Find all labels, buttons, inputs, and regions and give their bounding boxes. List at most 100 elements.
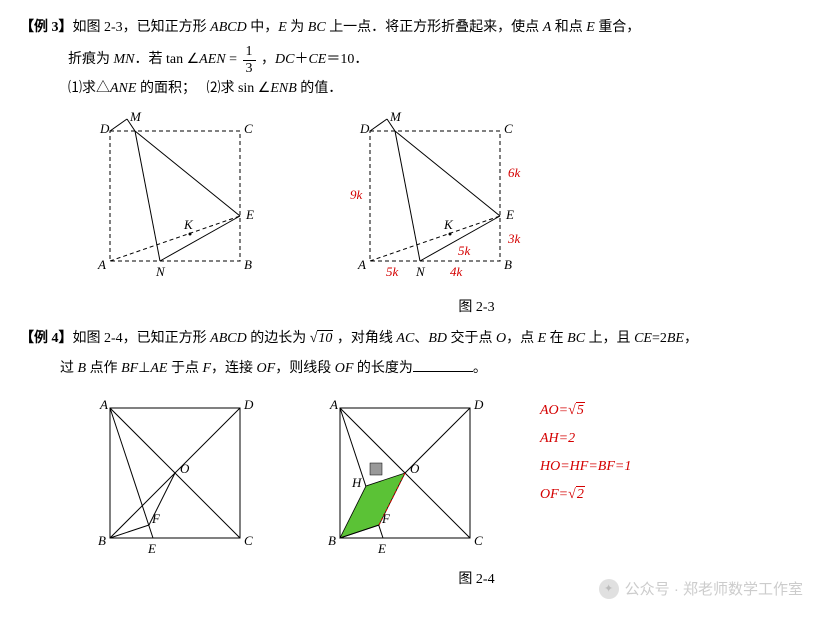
lbl-E: E <box>147 541 156 556</box>
lbl-F: F <box>381 511 391 526</box>
lbl-M: M <box>389 111 402 124</box>
t: 如图 2-3，已知正方形 <box>73 20 211 35</box>
ex3-fig1: D M C E K A N B <box>80 111 280 291</box>
lbl-D: D <box>473 397 484 412</box>
s: 2 <box>568 431 575 446</box>
ex3-label: 【例 3】 <box>20 20 73 35</box>
lbl-F: F <box>151 511 161 526</box>
sqrt: 5 <box>568 403 585 419</box>
t: 交于点 <box>447 331 496 346</box>
t: 上，且 <box>585 331 634 346</box>
A: A <box>543 20 552 35</box>
side-l4: OF=2 <box>540 487 631 503</box>
BF: BF <box>121 361 138 376</box>
watermark: ✦ 公众号 · 郑老师数学工作室 <box>599 578 803 599</box>
s: OF <box>540 487 559 502</box>
t: ，连接 <box>211 361 257 376</box>
lbl-C: C <box>244 121 253 136</box>
ex3-line2: 折痕为 MN．若 tan ∠AEN = 13 ，DC＋CE＝10． <box>20 44 813 76</box>
t: ＝10． <box>326 52 368 67</box>
lbl-B: B <box>504 257 512 272</box>
t: 于点 <box>167 361 202 376</box>
rad: 2 <box>576 486 585 502</box>
lbl-C: C <box>504 121 513 136</box>
B: B <box>78 361 87 376</box>
s: AO <box>540 403 559 418</box>
num: 1 <box>243 44 256 60</box>
ex4-side-annotations: AO=5 AH=2 HO=HF=BF=1 OF=2 <box>540 393 631 503</box>
lbl-5ka: 5k <box>458 243 471 258</box>
lbl-E: E <box>245 207 254 222</box>
AEN: AEN <box>199 52 225 67</box>
side-l1: AO=5 <box>540 403 631 419</box>
watermark-text: 公众号 · 郑老师数学工作室 <box>625 578 803 599</box>
den: 3 <box>243 61 256 76</box>
ex4-figures: A D O B E F C A D O H B E F C AO=5 AH=2 … <box>80 393 813 563</box>
t: 和点 <box>551 20 586 35</box>
lbl-N: N <box>155 264 166 279</box>
s: AH <box>540 431 559 446</box>
abcd: ABCD <box>210 331 247 346</box>
lbl-9k: 9k <box>350 187 363 202</box>
ex3-subq: ⑴求△ANE 的面积； ⑵求 sin ∠ENB 的值． <box>20 76 813 101</box>
lbl-D: D <box>99 121 110 136</box>
t: 在 <box>546 331 567 346</box>
t: ， <box>258 52 276 67</box>
lbl-C: C <box>244 533 253 548</box>
ex3-fig2: D M C E K A N B 9k 6k 3k 5k 5k 4k <box>320 111 560 291</box>
lbl-D: D <box>359 121 370 136</box>
t: 上一点．将正方形折叠起来，使点 <box>326 20 543 35</box>
lbl-3k: 3k <box>507 231 521 246</box>
lbl-K: K <box>183 217 194 232</box>
abcd: ABCD <box>210 20 247 35</box>
BC: BC <box>308 20 326 35</box>
t: 如图 2-4，已知正方形 <box>73 331 211 346</box>
q2: ⑵求 sin ∠ <box>206 81 270 96</box>
sqrt10: 10 <box>310 326 334 351</box>
CE: CE <box>308 52 326 67</box>
lbl-B: B <box>328 533 336 548</box>
OF2: OF <box>335 361 354 376</box>
O: O <box>496 331 506 346</box>
BD: BD <box>428 331 447 346</box>
t: ，点 <box>506 331 538 346</box>
t: 的边长为 <box>247 331 310 346</box>
MN: MN <box>114 52 135 67</box>
AE: AE <box>150 361 167 376</box>
lbl-O: O <box>410 461 420 476</box>
t: 重合， <box>595 20 641 35</box>
BC: BC <box>567 331 585 346</box>
lbl-O: O <box>180 461 190 476</box>
ANE: ANE <box>110 81 136 96</box>
lbl-D: D <box>243 397 254 412</box>
AC: AC <box>396 331 414 346</box>
rad: 5 <box>576 402 585 418</box>
ex3-figures: D M C E K A N B D M C E K A N B 9k 6k 3k… <box>80 111 813 291</box>
q2b: 的值． <box>297 81 343 96</box>
t: ，则线段 <box>275 361 335 376</box>
OF: OF <box>257 361 276 376</box>
F: F <box>202 361 211 376</box>
lbl-6k: 6k <box>508 165 521 180</box>
ex4-fig1: A D O B E F C <box>80 393 270 563</box>
ex4-fig2: A D O H B E F C <box>310 393 500 563</box>
eq: = <box>652 331 660 346</box>
frac-1-3: 13 <box>243 44 256 76</box>
t: 的长度为 <box>353 361 413 376</box>
ex3-header: 【例 3】如图 2-3，已知正方形 ABCD 中，E 为 BC 上一点．将正方形… <box>20 15 813 40</box>
sqrt: 2 <box>568 487 585 503</box>
lbl-A: A <box>99 397 108 412</box>
t: 中， <box>247 20 279 35</box>
lbl-M: M <box>129 111 142 124</box>
E: E <box>278 20 287 35</box>
side-l2: AH=2 <box>540 431 631 447</box>
side-l3: HO=HF=BF=1 <box>540 459 631 475</box>
DC: DC <box>275 52 294 67</box>
lbl-A: A <box>357 257 366 272</box>
t: 点作 <box>86 361 121 376</box>
E2: E <box>586 20 595 35</box>
ex3-figcap: 图 2-3 <box>20 296 813 316</box>
wechat-icon: ✦ <box>599 579 619 599</box>
BE: BE <box>667 331 684 346</box>
perp: ⊥ <box>138 361 150 376</box>
